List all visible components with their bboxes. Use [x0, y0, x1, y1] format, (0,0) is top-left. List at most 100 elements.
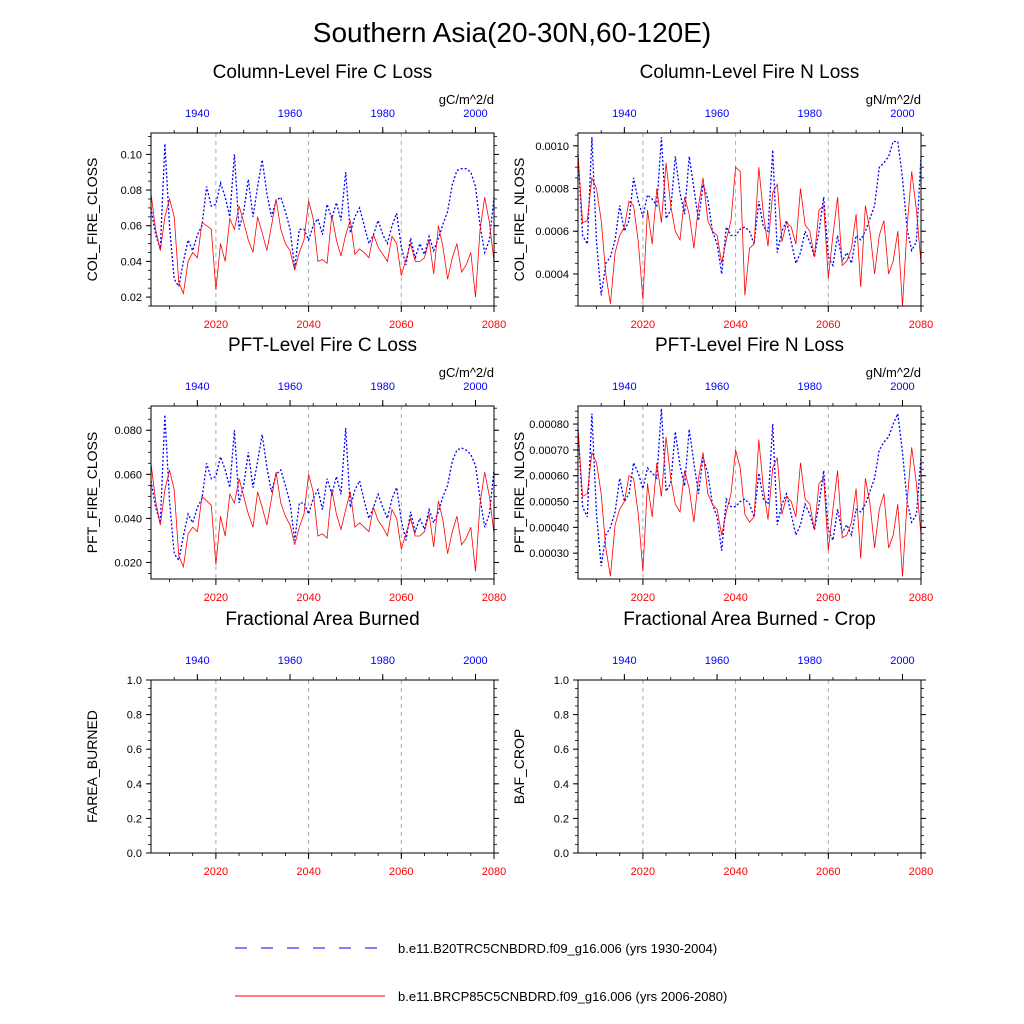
panel-units: gN/m^2/d [866, 92, 921, 107]
figure-title: Southern Asia(20-30N,60-120E) [313, 17, 711, 48]
y-tick-label: 0.10 [121, 149, 142, 161]
series-line-future [150, 193, 495, 298]
x-tick-label-top: 1960 [705, 381, 729, 393]
y-tick-label: 0.00080 [529, 419, 569, 431]
x-tick-label-bottom: 2020 [631, 866, 655, 878]
panel-title: PFT-Level Fire N Loss [655, 335, 844, 356]
y-tick-label: 0.0004 [535, 269, 569, 281]
y-axis-label: COL_FIRE_NLOSS [511, 158, 527, 282]
plot-frame [150, 132, 495, 307]
plot-frame [577, 132, 922, 307]
y-tick-label: 0.04 [121, 256, 142, 268]
x-tick-label-top: 1980 [798, 108, 822, 120]
x-tick-label-bottom: 2080 [482, 319, 506, 331]
panel-5: Fractional Area Burned FAREA_BURNED 0.0 0.2… [84, 609, 506, 878]
y-tick-label: 0.00070 [529, 445, 569, 457]
series-line-future [577, 429, 922, 577]
x-tick-label-top: 1980 [798, 381, 822, 393]
y-axis-label: COL_FIRE_CLOSS [84, 158, 100, 282]
panel-2: Column-Level Fire N Loss gN/m^2/d COL_FIRE… [511, 62, 933, 331]
x-tick-label-top: 2000 [890, 381, 914, 393]
panel-title: PFT-Level Fire C Loss [228, 335, 417, 356]
panel-units: gC/m^2/d [439, 365, 494, 380]
y-tick-label: 0.0008 [535, 184, 569, 196]
y-tick-label: 0.00060 [529, 471, 569, 483]
y-axis-label: PFT_FIRE_CLOSS [84, 432, 100, 553]
y-tick-label: 0.0010 [535, 141, 569, 153]
x-tick-label-top: 1960 [278, 108, 302, 120]
y-axis-label: FAREA_BURNED [84, 710, 100, 823]
panel-title: Column-Level Fire N Loss [640, 62, 860, 83]
x-tick-label-top: 2000 [463, 108, 487, 120]
y-tick-label: 0.060 [114, 469, 142, 481]
series-line-historical [150, 414, 495, 562]
panel-title: Fractional Area Burned [225, 609, 419, 630]
y-tick-label: 0.2 [554, 813, 569, 825]
panel-1: Column-Level Fire C Loss gC/m^2/d COL_FIRE… [84, 62, 506, 331]
x-tick-label-top: 1980 [371, 381, 395, 393]
x-tick-label-bottom: 2080 [482, 866, 506, 878]
x-tick-label-bottom: 2020 [631, 319, 655, 331]
x-tick-label-bottom: 2060 [816, 319, 840, 331]
x-tick-label-bottom: 2040 [723, 866, 747, 878]
x-tick-label-bottom: 2080 [482, 592, 506, 604]
x-tick-label-top: 1980 [371, 108, 395, 120]
y-tick-label: 0.08 [121, 185, 142, 197]
panel-3: PFT-Level Fire C Loss gC/m^2/d PFT_FIRE_CL… [84, 335, 506, 604]
y-tick-label: 1.0 [554, 675, 569, 687]
x-tick-label-bottom: 2040 [296, 866, 320, 878]
y-tick-label: 0.00030 [529, 548, 569, 560]
y-tick-label: 0.4 [127, 779, 142, 791]
x-tick-label-bottom: 2040 [296, 592, 320, 604]
series-line-future [577, 154, 922, 307]
x-tick-label-bottom: 2060 [389, 319, 413, 331]
x-tick-label-top: 2000 [890, 108, 914, 120]
x-tick-label-bottom: 2080 [909, 592, 933, 604]
x-tick-label-bottom: 2040 [723, 319, 747, 331]
x-tick-label-top: 1960 [278, 381, 302, 393]
x-tick-label-bottom: 2020 [204, 592, 228, 604]
x-tick-label-top: 1940 [185, 655, 209, 667]
x-tick-label-top: 2000 [463, 655, 487, 667]
panel-units: gN/m^2/d [866, 365, 921, 380]
y-tick-label: 0.6 [127, 744, 142, 756]
series-line-historical [150, 143, 495, 289]
panel-4: PFT-Level Fire N Loss gN/m^2/d PFT_FIRE_NL… [511, 335, 933, 604]
x-tick-label-top: 1960 [705, 108, 729, 120]
x-tick-label-bottom: 2060 [389, 592, 413, 604]
panel-title: Fractional Area Burned - Crop [623, 609, 875, 630]
x-tick-label-top: 1940 [612, 381, 636, 393]
x-tick-label-bottom: 2060 [389, 866, 413, 878]
x-tick-label-bottom: 2060 [816, 592, 840, 604]
x-tick-label-top: 1960 [705, 655, 729, 667]
x-tick-label-bottom: 2020 [631, 592, 655, 604]
y-tick-label: 0.00050 [529, 497, 569, 509]
x-tick-label-bottom: 2040 [723, 592, 747, 604]
y-tick-label: 0.06 [121, 221, 142, 233]
x-tick-label-bottom: 2080 [909, 866, 933, 878]
y-tick-label: 0.00040 [529, 522, 569, 534]
x-tick-label-bottom: 2080 [909, 319, 933, 331]
x-tick-label-bottom: 2020 [204, 866, 228, 878]
x-tick-label-top: 2000 [463, 381, 487, 393]
panel-title: Column-Level Fire C Loss [213, 62, 433, 83]
x-tick-label-bottom: 2040 [296, 319, 320, 331]
y-tick-label: 0.020 [114, 557, 142, 569]
series-line-historical [577, 408, 922, 567]
y-tick-label: 0.040 [114, 513, 142, 525]
x-tick-label-top: 1980 [371, 655, 395, 667]
x-tick-label-bottom: 2060 [816, 866, 840, 878]
y-tick-label: 0.4 [554, 779, 569, 791]
y-tick-label: 0.6 [554, 744, 569, 756]
x-tick-label-top: 1940 [185, 381, 209, 393]
x-tick-label-bottom: 2020 [204, 319, 228, 331]
legend-label-series-a: b.e11.B20TRC5CNBDRD.f09_g16.006 (yrs 193… [398, 941, 717, 956]
x-tick-label-top: 1940 [185, 108, 209, 120]
x-tick-label-top: 2000 [890, 655, 914, 667]
y-tick-label: 0.8 [127, 710, 142, 722]
y-tick-label: 0.0 [554, 848, 569, 860]
legend: b.e11.B20TRC5CNBDRD.f09_g16.006 (yrs 193… [235, 941, 727, 1004]
panel-units: gC/m^2/d [439, 92, 494, 107]
